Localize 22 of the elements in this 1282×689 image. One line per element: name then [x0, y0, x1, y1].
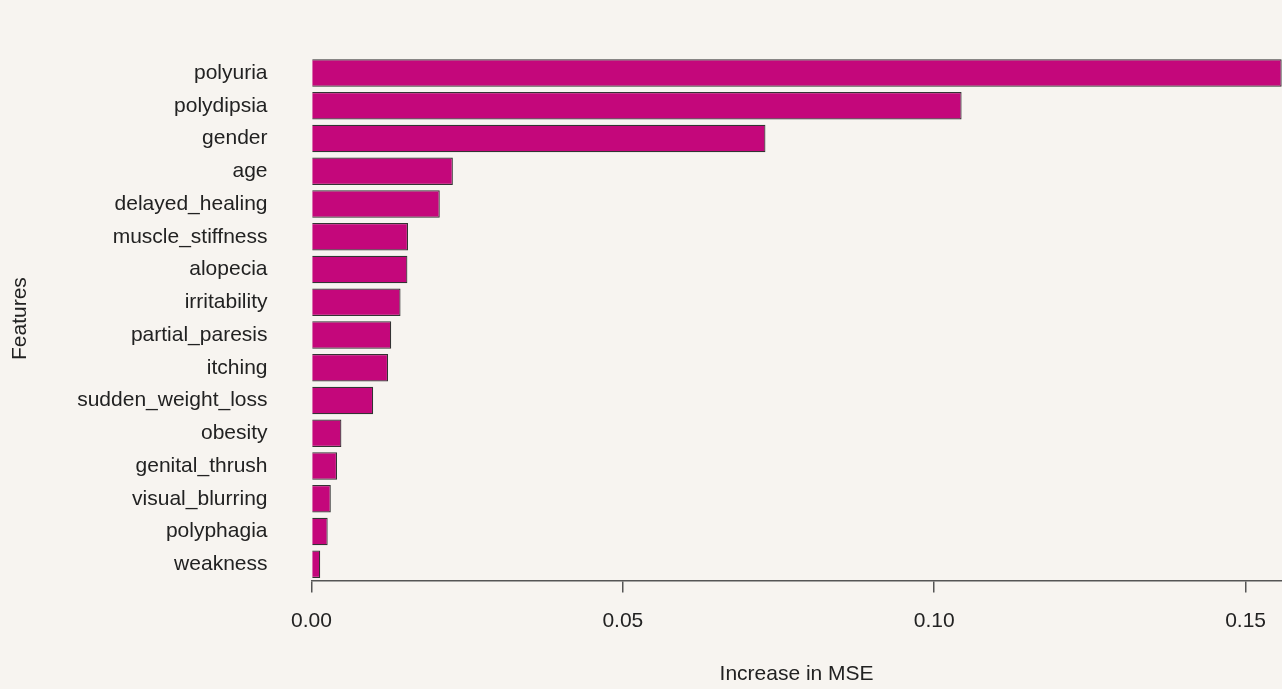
y-tick-label: sudden_weight_loss	[77, 387, 268, 412]
x-tick-label: 0.05	[602, 608, 644, 631]
y-tick-label: partial_paresis	[130, 321, 268, 346]
y-tick-label: gender	[202, 125, 268, 149]
y-tick-label: itching	[206, 354, 268, 378]
y-tick-label: polyphagia	[165, 518, 268, 542]
y-tick-label: visual_blurring	[132, 485, 268, 510]
y-tick-label: muscle_stiffness	[112, 223, 268, 248]
y-tick-label: obesity	[200, 420, 268, 444]
y-tick-label: polyuria	[193, 59, 268, 83]
y-tick-label: alopecia	[189, 256, 268, 280]
y-tick-label: genital_thrush	[135, 452, 268, 477]
x-axis-title: Increase in MSE	[719, 661, 874, 685]
y-tick-label: delayed_healing	[114, 190, 268, 215]
y-tick-label: age	[232, 158, 268, 182]
x-tick-label: 0.15	[1225, 608, 1266, 631]
y-tick-label: weakness	[173, 551, 268, 575]
y-tick-label: polydipsia	[174, 92, 268, 116]
x-tick-label: 0.00	[291, 608, 332, 631]
y-axis-title: Features	[7, 277, 31, 361]
x-tick-label: 0.10	[913, 608, 955, 631]
y-tick-label: irritability	[184, 289, 268, 313]
